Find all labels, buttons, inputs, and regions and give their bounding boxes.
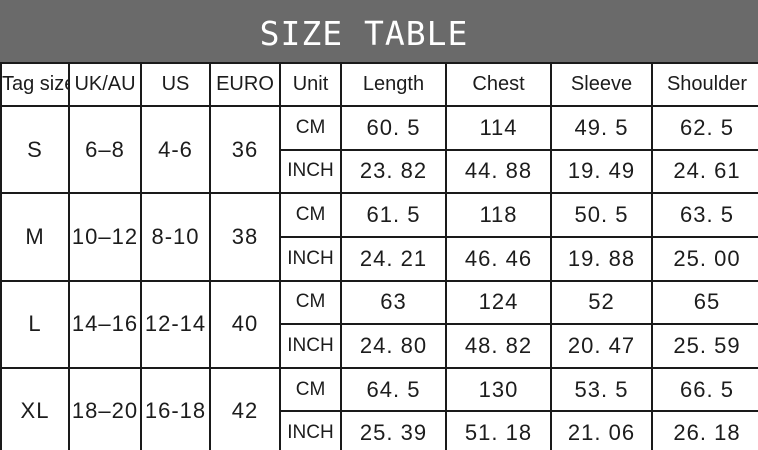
cell-sleeve-cm: 49. 5 — [550, 105, 653, 151]
cell-shoulder-inch: 26. 18 — [651, 410, 758, 450]
cell-tag-size: S — [0, 104, 70, 195]
cell-length-cm: 61. 5 — [340, 192, 447, 238]
cell-shoulder-inch: 25. 59 — [651, 323, 758, 369]
cell-unit-cm: CM — [279, 105, 342, 151]
cell-unit-inch: INCH — [279, 410, 342, 450]
cell-sleeve-inch: 20. 47 — [550, 323, 653, 369]
cell-shoulder-cm: 65 — [651, 279, 758, 326]
page-title: SIZE TABLE — [259, 13, 469, 53]
cell-unit-inch: INCH — [279, 235, 342, 282]
cell-euro: 42 — [209, 366, 281, 450]
cell-length-inch: 24. 80 — [340, 323, 447, 369]
cell-tag-size: XL — [0, 366, 70, 450]
cell-length-cm: 63 — [340, 279, 447, 326]
cell-sleeve-cm: 52 — [550, 279, 653, 326]
header-unit: Unit — [279, 62, 342, 107]
cell-unit-inch: INCH — [279, 148, 342, 195]
row-xl-inch: INCH 25. 39 51. 18 21. 06 26. 18 — [1, 410, 758, 450]
header-shoulder: Shoulder — [651, 62, 758, 107]
header-uk-au: UK/AU — [68, 62, 142, 107]
cell-us: 8-10 — [140, 192, 211, 282]
header-sleeve: Sleeve — [550, 62, 653, 107]
cell-sleeve-cm: 53. 5 — [550, 366, 653, 413]
cell-unit-cm: CM — [279, 366, 342, 413]
row-m-cm: M 10–12 8-10 38 CM 61. 5 118 50. 5 63. 5 — [0, 192, 758, 282]
size-table: Tag size UK/AU US EURO Unit Length Chest… — [0, 62, 758, 450]
row-l-inch: INCH 24. 80 48. 82 20. 47 25. 59 — [1, 323, 758, 369]
cell-unit-cm: CM — [279, 192, 342, 238]
cell-length-cm: 60. 5 — [340, 105, 447, 151]
cell-tag-size: L — [0, 279, 70, 369]
header-row: Tag size UK/AU US EURO Unit Length Chest… — [0, 62, 758, 107]
cell-unit-inch: INCH — [279, 323, 342, 369]
cell-shoulder-cm: 62. 5 — [651, 105, 758, 151]
header-tag-size: Tag size — [0, 62, 70, 107]
cell-chest-inch: 48. 82 — [445, 323, 552, 369]
header-chest: Chest — [445, 62, 552, 107]
cell-uk-au: 18–20 — [68, 366, 142, 450]
cell-length-inch: 25. 39 — [340, 410, 447, 450]
cell-tag-size: M — [0, 192, 70, 282]
header-length: Length — [340, 62, 447, 107]
cell-shoulder-inch: 25. 00 — [651, 235, 758, 282]
cell-us: 16-18 — [140, 366, 211, 450]
cell-unit-cm: CM — [279, 279, 342, 326]
cell-uk-au: 10–12 — [68, 192, 142, 282]
cell-chest-inch: 44. 88 — [445, 148, 552, 195]
cell-length-inch: 23. 82 — [340, 148, 447, 195]
cell-sleeve-cm: 50. 5 — [550, 192, 653, 238]
cell-chest-cm: 118 — [445, 192, 552, 238]
cell-chest-inch: 46. 46 — [445, 235, 552, 282]
cell-uk-au: 14–16 — [68, 279, 142, 369]
cell-us: 4-6 — [140, 104, 211, 195]
header-us: US — [140, 62, 211, 107]
header-euro: EURO — [209, 62, 281, 107]
cell-euro: 40 — [209, 279, 281, 369]
row-m-inch: INCH 24. 21 46. 46 19. 88 25. 00 — [1, 235, 758, 282]
cell-euro: 38 — [209, 192, 281, 282]
cell-shoulder-cm: 63. 5 — [651, 192, 758, 238]
cell-shoulder-inch: 24. 61 — [651, 148, 758, 195]
row-xl-cm: XL 18–20 16-18 42 CM 64. 5 130 53. 5 66.… — [0, 366, 758, 450]
cell-euro: 36 — [209, 104, 281, 195]
cell-shoulder-cm: 66. 5 — [651, 366, 758, 413]
cell-us: 12-14 — [140, 279, 211, 369]
cell-chest-cm: 124 — [445, 279, 552, 326]
row-l-cm: L 14–16 12-14 40 CM 63 124 52 65 — [0, 279, 758, 369]
row-s-cm: S 6–8 4-6 36 CM 60. 5 114 49. 5 62. 5 — [0, 104, 758, 195]
cell-length-cm: 64. 5 — [340, 366, 447, 413]
cell-sleeve-inch: 19. 49 — [550, 148, 653, 195]
cell-uk-au: 6–8 — [68, 104, 142, 195]
cell-length-inch: 24. 21 — [340, 235, 447, 282]
row-s-inch: INCH 23. 82 44. 88 19. 49 24. 61 — [1, 148, 758, 195]
cell-sleeve-inch: 21. 06 — [550, 410, 653, 450]
cell-chest-inch: 51. 18 — [445, 410, 552, 450]
title-banner: SIZE TABLE — [0, 0, 758, 62]
cell-sleeve-inch: 19. 88 — [550, 235, 653, 282]
cell-chest-cm: 114 — [445, 105, 552, 151]
cell-chest-cm: 130 — [445, 366, 552, 413]
